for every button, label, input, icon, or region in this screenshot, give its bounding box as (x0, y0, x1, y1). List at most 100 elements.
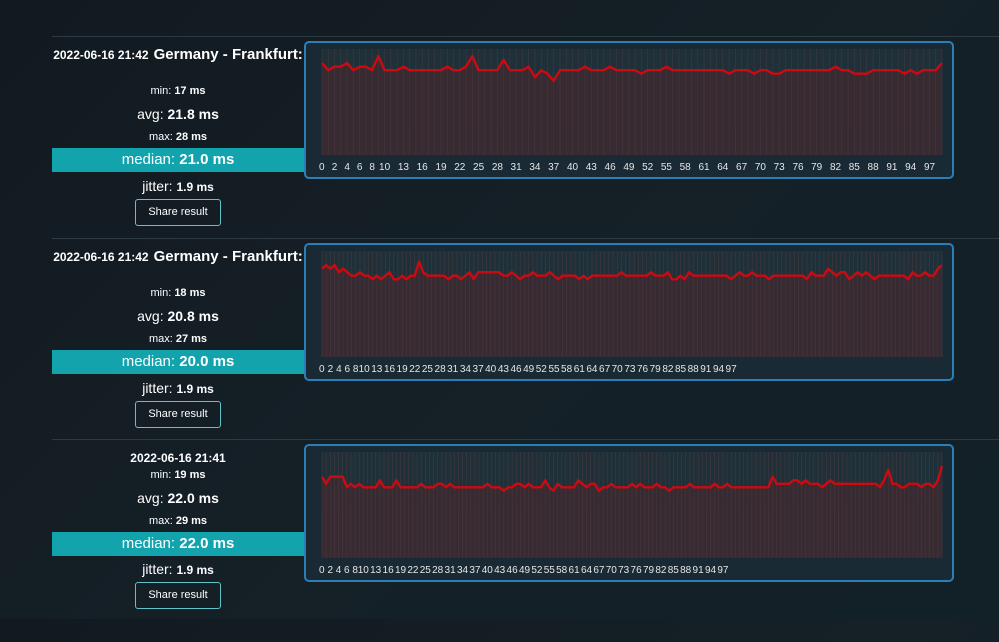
x-tick-label: 19 (397, 364, 409, 375)
x-tick-label: 13 (371, 364, 383, 375)
x-tick-label: 6 (357, 162, 363, 173)
x-tick-label: 55 (544, 565, 556, 576)
x-tick-label: 46 (507, 565, 519, 576)
x-tick-label: 16 (383, 565, 395, 576)
min-value: 18 ms (174, 287, 206, 299)
result-header: 2022-06-16 21:41 (52, 448, 304, 468)
x-tick-label: 97 (717, 565, 729, 576)
x-tick-label: 31 (511, 162, 523, 173)
avg-stat: avg: 20.8 ms (52, 308, 304, 324)
median-stat: median: 21.0 ms (52, 148, 304, 172)
result-timestamp: 2022-06-16 21:41 (130, 451, 226, 465)
x-tick-label: 6 (345, 364, 351, 375)
x-tick-label: 52 (642, 162, 654, 173)
share-result-button[interactable]: Share result (135, 582, 221, 609)
x-tick-label: 8 (352, 565, 358, 576)
result-row-3: 2022-06-16 21:41 min: 19 ms avg: 22.0 ms… (52, 439, 999, 642)
median-label: median: (121, 353, 176, 370)
x-tick-label: 28 (435, 364, 447, 375)
max-stat: max: 27 ms (52, 333, 304, 345)
x-tick-label: 94 (705, 565, 717, 576)
x-tick-label: 0 (319, 364, 325, 375)
x-tick-label: 22 (407, 565, 419, 576)
x-tick-label: 94 (905, 162, 917, 173)
min-stat: min: 17 ms (52, 85, 304, 97)
x-tick-label: 37 (548, 162, 560, 173)
x-tick-label: 2 (332, 162, 338, 173)
x-tick-label: 64 (586, 364, 598, 375)
x-tick-label: 58 (556, 565, 568, 576)
x-tick-label: 88 (680, 565, 692, 576)
x-tick-label: 70 (612, 364, 624, 375)
x-tick-label: 97 (726, 364, 738, 375)
x-tick-label: 61 (569, 565, 581, 576)
x-tick-label: 37 (473, 364, 485, 375)
max-stat: max: 29 ms (52, 515, 304, 527)
x-tick-label: 2 (328, 565, 334, 576)
median-value: 20.0 ms (179, 353, 235, 370)
x-tick-label: 43 (586, 162, 598, 173)
latency-chart: 0 2 4 6 8 10 13 16 19 22 25 28 31 34 37 40 43 46 49 52 55 58 6… (304, 41, 954, 179)
x-tick-label: 55 (661, 162, 673, 173)
avg-label: avg: (137, 106, 164, 122)
max-value: 29 ms (175, 515, 208, 527)
x-tick-label: 61 (574, 364, 586, 375)
latency-line (321, 260, 943, 281)
median-value: 21.0 ms (179, 151, 235, 168)
x-tick-label: 58 (680, 162, 692, 173)
min-value: 17 ms (174, 85, 206, 97)
x-tick-label: 91 (693, 565, 705, 576)
share-result-button[interactable]: Share result (135, 199, 221, 226)
x-tick-label: 13 (370, 565, 382, 576)
x-tick-label: 46 (510, 364, 522, 375)
x-tick-label: 64 (581, 565, 593, 576)
x-tick-label: 88 (688, 364, 700, 375)
x-tick-label: 19 (435, 162, 447, 173)
x-tick-label: 64 (717, 162, 729, 173)
latency-area (322, 261, 942, 357)
x-tick-label: 97 (924, 162, 936, 173)
x-tick-label: 40 (567, 162, 579, 173)
x-tick-label: 82 (662, 364, 674, 375)
x-tick-label: 79 (643, 565, 655, 576)
x-tick-label: 43 (498, 364, 510, 375)
latency-area (322, 56, 942, 155)
x-tick-label: 85 (668, 565, 680, 576)
share-result-button[interactable]: Share result (135, 401, 221, 428)
result-row-2: 2022-06-16 21:42 Germany - Frankfurt: min… (52, 238, 999, 441)
x-tick-label: 67 (593, 565, 605, 576)
x-tick-label: 16 (384, 364, 396, 375)
x-tick-label: 76 (792, 162, 804, 173)
x-tick-label: 4 (336, 364, 342, 375)
x-tick-label: 79 (650, 364, 662, 375)
result-header: 2022-06-16 21:42 Germany - Frankfurt: (52, 247, 304, 267)
x-tick-label: 76 (631, 565, 643, 576)
result-header: 2022-06-16 21:42 Germany - Frankfurt: (52, 45, 304, 65)
max-value: 27 ms (175, 333, 208, 345)
result-location: Germany - Frankfurt: (153, 46, 303, 63)
median-stat: median: 22.0 ms (52, 532, 304, 556)
min-stat: min: 19 ms (52, 469, 304, 481)
jitter-stat: jitter: 1.9 ms (52, 178, 304, 194)
x-tick-label: 49 (523, 364, 535, 375)
x-tick-label: 88 (868, 162, 880, 173)
avg-value: 22.0 ms (167, 490, 219, 506)
result-location: Germany - Frankfurt: (153, 248, 303, 265)
x-tick-label: 73 (774, 162, 786, 173)
latency-chart-svg: 0 2 4 6 8 10 13 16 19 22 25 28 31 34 37 40 43 46 49 52 55 58 6… (319, 49, 943, 173)
x-tick-label: 67 (599, 364, 611, 375)
x-tick-label: 85 (675, 364, 687, 375)
min-label: min: (150, 287, 172, 299)
x-tick-label: 82 (830, 162, 842, 173)
x-tick-label: 10 (359, 364, 371, 375)
x-tick-label: 13 (398, 162, 410, 173)
min-stat: min: 18 ms (52, 287, 304, 299)
latency-line (321, 54, 943, 82)
median-value: 22.0 ms (179, 535, 235, 552)
jitter-stat: jitter: 1.9 ms (52, 380, 304, 396)
x-tick-label: 16 (417, 162, 429, 173)
x-tick-label: 0 (319, 162, 325, 173)
x-tick-label: 8 (353, 364, 359, 375)
result-timestamp: 2022-06-16 21:42 (53, 250, 149, 264)
avg-label: avg: (137, 308, 164, 324)
